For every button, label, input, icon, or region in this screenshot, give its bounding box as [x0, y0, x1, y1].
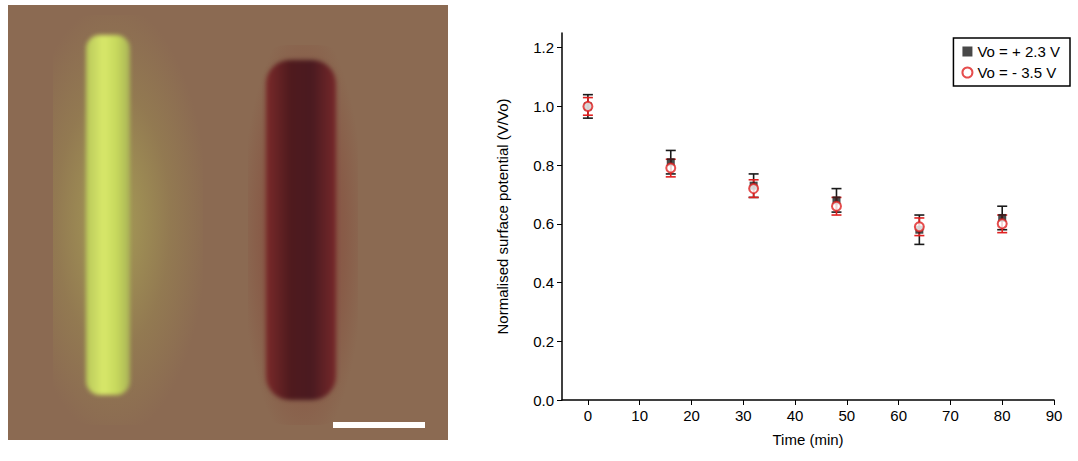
- svg-text:50: 50: [838, 407, 855, 424]
- svg-text:Normalised surface potential (: Normalised surface potential (V/Vo): [494, 99, 511, 335]
- svg-text:90: 90: [1046, 407, 1063, 424]
- svg-text:0.0: 0.0: [533, 392, 554, 409]
- svg-text:10: 10: [631, 407, 648, 424]
- svg-text:80: 80: [994, 407, 1011, 424]
- svg-text:Vo = + 2.3 V: Vo = + 2.3 V: [977, 43, 1060, 60]
- svg-text:1.2: 1.2: [533, 39, 554, 56]
- svg-text:0: 0: [584, 407, 592, 424]
- svg-text:Time (min): Time (min): [772, 431, 843, 448]
- svg-text:70: 70: [942, 407, 959, 424]
- svg-text:60: 60: [890, 407, 907, 424]
- svg-text:0.4: 0.4: [533, 274, 554, 291]
- svg-text:0.2: 0.2: [533, 333, 554, 350]
- svg-text:Vo = - 3.5 V: Vo = - 3.5 V: [977, 64, 1056, 81]
- svg-text:0.6: 0.6: [533, 215, 554, 232]
- svg-text:1.0: 1.0: [533, 98, 554, 115]
- svg-text:20: 20: [683, 407, 700, 424]
- svg-text:40: 40: [787, 407, 804, 424]
- svg-text:30: 30: [735, 407, 752, 424]
- svg-text:0.8: 0.8: [533, 157, 554, 174]
